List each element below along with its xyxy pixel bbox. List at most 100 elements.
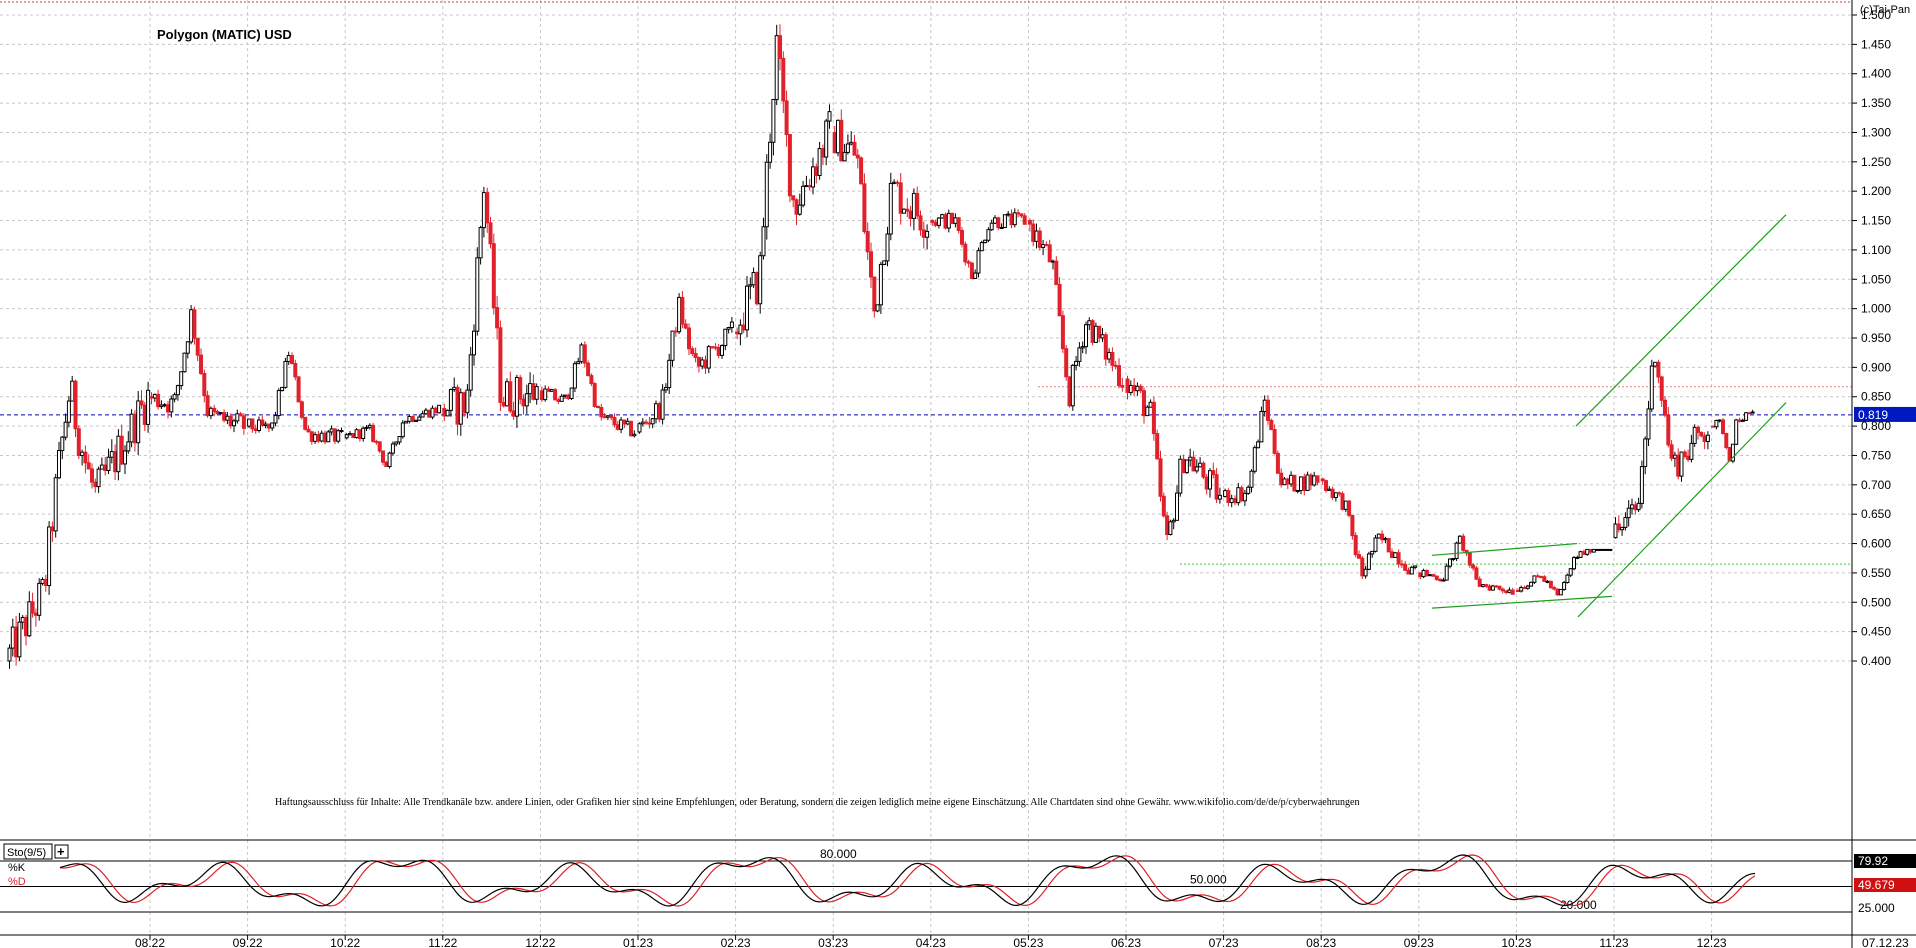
candle-body	[63, 421, 68, 438]
trendlines	[1431, 214, 1787, 618]
candle-body	[182, 352, 187, 373]
candle-body	[1510, 589, 1515, 595]
candle-body	[751, 271, 756, 286]
candle-body	[911, 192, 916, 219]
candle-body	[905, 208, 910, 212]
candle-body	[1504, 590, 1509, 593]
candle-body	[807, 185, 812, 188]
candle-body	[80, 451, 85, 456]
candle-body	[103, 464, 108, 472]
candle-body	[498, 327, 503, 403]
candle-body	[1591, 548, 1596, 553]
candle-body	[882, 260, 887, 265]
candle-body	[1184, 459, 1189, 474]
candle-body	[1532, 575, 1537, 583]
candle-body	[1535, 575, 1540, 578]
candle-body	[845, 143, 850, 153]
candle-body	[1211, 470, 1216, 476]
candle-body	[1171, 519, 1176, 523]
x-tick-label: 03.23	[818, 936, 848, 948]
candle-body	[716, 346, 721, 356]
candle-body	[908, 210, 913, 219]
y-tick-label: 1.300	[1861, 125, 1891, 139]
candle-body	[930, 220, 935, 223]
candle-body	[1090, 320, 1095, 343]
y-tick-label: 0.500	[1861, 595, 1891, 609]
candle-body	[24, 616, 28, 637]
candle-body	[1643, 438, 1648, 468]
candle-body	[1595, 548, 1600, 551]
candle-body	[475, 257, 480, 332]
candle-body	[1575, 556, 1580, 559]
candle-body	[257, 419, 261, 432]
candle-body	[478, 227, 483, 259]
candle-body	[892, 181, 897, 184]
candle-body	[199, 354, 203, 374]
candle-body	[276, 390, 281, 417]
candle-body	[250, 418, 255, 430]
candle-body	[986, 229, 991, 241]
candle-body	[1093, 325, 1098, 343]
candle-body	[1054, 260, 1059, 286]
candle-body	[771, 98, 776, 143]
candle-body	[381, 450, 385, 463]
candle-body	[1117, 365, 1121, 386]
candle-body	[566, 394, 571, 400]
candle-body	[1353, 535, 1358, 556]
candle-body	[1155, 433, 1160, 460]
candle-body	[1034, 230, 1039, 242]
candle-body	[152, 393, 157, 399]
main-gridlines	[0, 0, 1852, 935]
candle-body	[73, 380, 78, 430]
candle-body	[1168, 521, 1173, 536]
candle-body	[1699, 431, 1704, 437]
candle-body	[319, 432, 324, 442]
candle-body	[1198, 462, 1203, 468]
candle-body	[1409, 566, 1414, 575]
candle-body	[126, 441, 131, 452]
candle-body	[1714, 419, 1719, 428]
candle-body	[66, 400, 71, 423]
candle-body	[175, 385, 180, 396]
candle-body	[855, 154, 860, 159]
candle-body	[1037, 230, 1042, 248]
y-tick-label: 1.400	[1861, 67, 1891, 81]
candle-body	[576, 361, 581, 365]
candle-body	[1194, 466, 1199, 472]
candle-body	[156, 393, 161, 408]
candle-body	[1103, 334, 1108, 360]
y-tick-label: 0.550	[1861, 566, 1891, 580]
candle-body	[109, 451, 114, 458]
candle-body	[572, 363, 577, 389]
candle-body	[1734, 419, 1739, 445]
candle-body	[1613, 523, 1618, 539]
candle-body	[1747, 412, 1752, 415]
expand-panel-button[interactable]	[54, 844, 69, 859]
candle-body	[1292, 474, 1297, 492]
candle-body	[1672, 454, 1677, 459]
candle-body	[1047, 244, 1052, 263]
candle-body	[518, 376, 523, 400]
candle-body	[801, 185, 806, 206]
candle-body	[827, 111, 832, 122]
y-tick-label: 0.600	[1861, 537, 1891, 551]
candle-body	[1438, 578, 1443, 581]
candle-body	[842, 151, 847, 162]
candle-body	[1269, 419, 1274, 431]
candle-body	[1428, 574, 1433, 577]
candle-body	[579, 344, 584, 363]
candle-body	[1299, 476, 1303, 492]
y-tick-label: 0.950	[1861, 331, 1891, 345]
candle-body	[1421, 570, 1426, 578]
candle-body	[969, 262, 974, 279]
candle-body	[1626, 507, 1631, 519]
plus-icon: +	[57, 844, 65, 859]
candle-body	[582, 344, 587, 364]
candle-body	[1737, 419, 1742, 422]
candle-body	[791, 195, 796, 201]
candle-body	[172, 394, 177, 400]
candle-body	[1601, 548, 1606, 551]
candle-body	[514, 376, 519, 417]
candle-body	[687, 327, 691, 350]
